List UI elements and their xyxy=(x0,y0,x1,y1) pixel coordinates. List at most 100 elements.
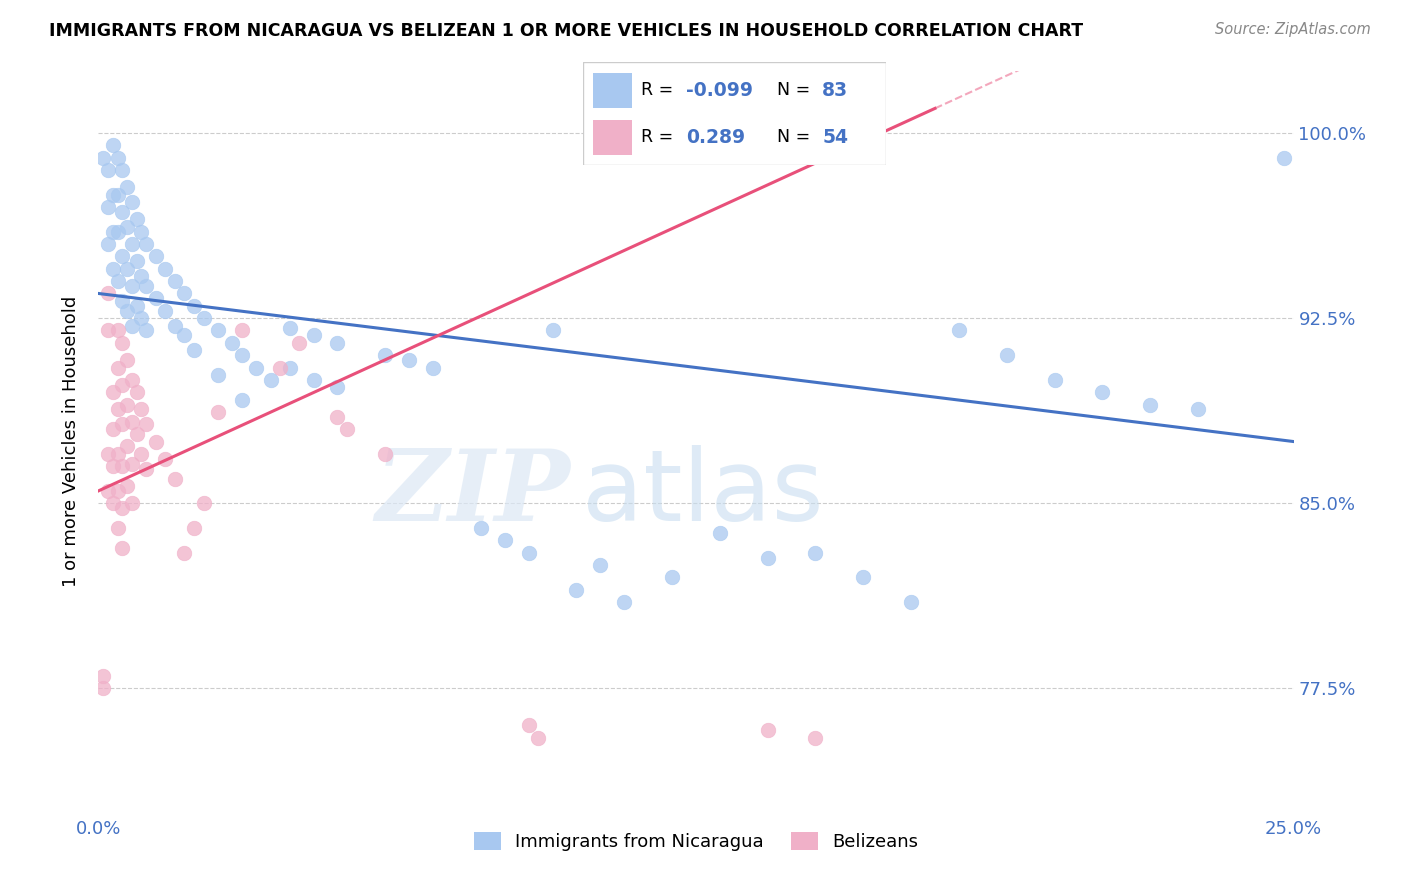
Point xyxy=(326,380,349,394)
Point xyxy=(97,483,120,498)
Legend: Immigrants from Nicaragua, Belizeans: Immigrants from Nicaragua, Belizeans xyxy=(467,824,925,858)
Point xyxy=(613,595,636,609)
Point xyxy=(163,274,186,288)
Point xyxy=(470,521,492,535)
Point xyxy=(173,328,195,343)
Point xyxy=(995,348,1018,362)
Point xyxy=(517,718,540,732)
Point xyxy=(374,348,396,362)
Text: IMMIGRANTS FROM NICARAGUA VS BELIZEAN 1 OR MORE VEHICLES IN HOUSEHOLD CORRELATIO: IMMIGRANTS FROM NICARAGUA VS BELIZEAN 1 … xyxy=(49,22,1084,40)
Point xyxy=(121,415,143,429)
Point xyxy=(804,546,827,560)
Point xyxy=(97,200,120,214)
Point xyxy=(661,570,683,584)
Point xyxy=(948,323,970,337)
Point xyxy=(183,521,205,535)
Point xyxy=(852,570,875,584)
Point xyxy=(111,541,134,555)
Point xyxy=(101,187,124,202)
Point xyxy=(101,422,124,436)
Point xyxy=(111,501,134,516)
Point xyxy=(97,286,120,301)
Point xyxy=(326,409,349,424)
Point xyxy=(135,237,157,252)
Text: ZIP: ZIP xyxy=(375,445,571,541)
Point xyxy=(565,582,588,597)
Point xyxy=(288,335,311,350)
Point xyxy=(517,546,540,560)
Bar xyxy=(592,73,631,108)
Point xyxy=(121,373,143,387)
Point xyxy=(131,447,153,461)
Y-axis label: 1 or more Vehicles in Household: 1 or more Vehicles in Household xyxy=(62,296,80,587)
Point xyxy=(804,731,827,745)
Point xyxy=(1272,151,1295,165)
Point xyxy=(259,373,281,387)
Point xyxy=(193,311,215,326)
FancyBboxPatch shape xyxy=(583,62,886,165)
Point xyxy=(1187,402,1209,417)
Point xyxy=(125,427,148,442)
Point xyxy=(374,447,396,461)
Point xyxy=(145,292,167,306)
Point xyxy=(709,525,731,540)
Point xyxy=(527,731,550,745)
Point xyxy=(111,205,134,219)
Point xyxy=(121,237,143,252)
Point xyxy=(231,323,253,337)
Point xyxy=(97,237,120,252)
Point xyxy=(207,368,229,382)
Point xyxy=(145,249,167,263)
Point xyxy=(111,377,134,392)
Point xyxy=(125,299,148,313)
Point xyxy=(121,496,143,510)
Point xyxy=(91,669,114,683)
Point xyxy=(115,180,138,194)
Point xyxy=(269,360,291,375)
Point xyxy=(115,397,138,411)
Point xyxy=(398,353,420,368)
Point xyxy=(1043,373,1066,387)
Point xyxy=(107,151,129,165)
Point xyxy=(101,225,124,239)
Point xyxy=(101,459,124,474)
Text: atlas: atlas xyxy=(582,445,824,541)
Text: R =: R = xyxy=(641,128,685,146)
Point xyxy=(756,550,779,565)
Point xyxy=(422,360,444,375)
Point xyxy=(107,447,129,461)
Point xyxy=(245,360,267,375)
Bar xyxy=(592,120,631,155)
Point xyxy=(207,405,229,419)
Point xyxy=(221,335,243,350)
Point xyxy=(193,496,215,510)
Point xyxy=(107,360,129,375)
Point xyxy=(101,138,124,153)
Point xyxy=(756,723,779,738)
Point xyxy=(115,353,138,368)
Point xyxy=(131,225,153,239)
Point xyxy=(115,440,138,454)
Point xyxy=(121,195,143,210)
Point xyxy=(135,279,157,293)
Point xyxy=(135,323,157,337)
Point xyxy=(131,402,153,417)
Text: 0.289: 0.289 xyxy=(686,128,745,147)
Point xyxy=(111,459,134,474)
Point xyxy=(155,303,177,318)
Text: R =: R = xyxy=(641,81,679,99)
Text: Source: ZipAtlas.com: Source: ZipAtlas.com xyxy=(1215,22,1371,37)
Text: 83: 83 xyxy=(823,80,848,100)
Point xyxy=(107,483,129,498)
Point xyxy=(91,151,114,165)
Point xyxy=(183,343,205,358)
Point xyxy=(125,254,148,268)
Point xyxy=(121,279,143,293)
Point xyxy=(173,546,195,560)
Point xyxy=(107,521,129,535)
Point xyxy=(115,303,138,318)
Point xyxy=(1091,385,1114,400)
Point xyxy=(107,274,129,288)
Point xyxy=(111,335,134,350)
Text: -0.099: -0.099 xyxy=(686,80,754,100)
